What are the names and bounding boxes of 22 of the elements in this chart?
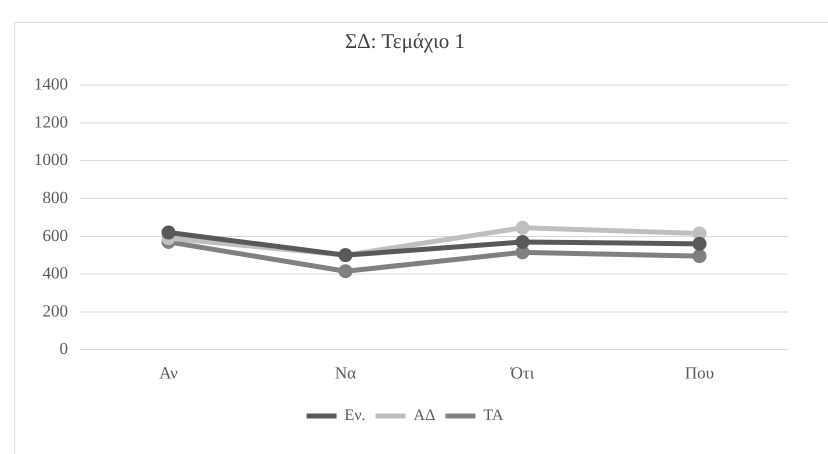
legend-label: ΑΔ — [414, 407, 436, 424]
y-tick-label: 600 — [42, 226, 68, 245]
point — [516, 234, 530, 249]
point — [692, 249, 706, 264]
point — [338, 264, 352, 278]
x-tick-label: Που — [684, 363, 714, 382]
point — [516, 220, 530, 235]
y-tick-label: 1000 — [34, 150, 68, 170]
legend-label: Εν. — [344, 407, 366, 424]
x-tick-label: Ότι — [510, 363, 535, 382]
y-tick-label: 1400 — [34, 74, 68, 94]
y-tick-label: 1200 — [34, 112, 68, 132]
x-tick-label: Αν — [159, 363, 178, 382]
y-tick-label: 800 — [42, 188, 68, 207]
legend-label: ΤΑ — [483, 407, 504, 424]
y-tick-label: 400 — [42, 264, 68, 283]
y-tick-label: 200 — [42, 301, 68, 320]
point — [692, 236, 706, 251]
x-tick-label: Να — [334, 363, 356, 382]
y-tick-label: 0 — [60, 339, 68, 358]
chart-title: ΣΔ: Τεμάχιο 1 — [344, 29, 466, 54]
point — [162, 226, 176, 240]
